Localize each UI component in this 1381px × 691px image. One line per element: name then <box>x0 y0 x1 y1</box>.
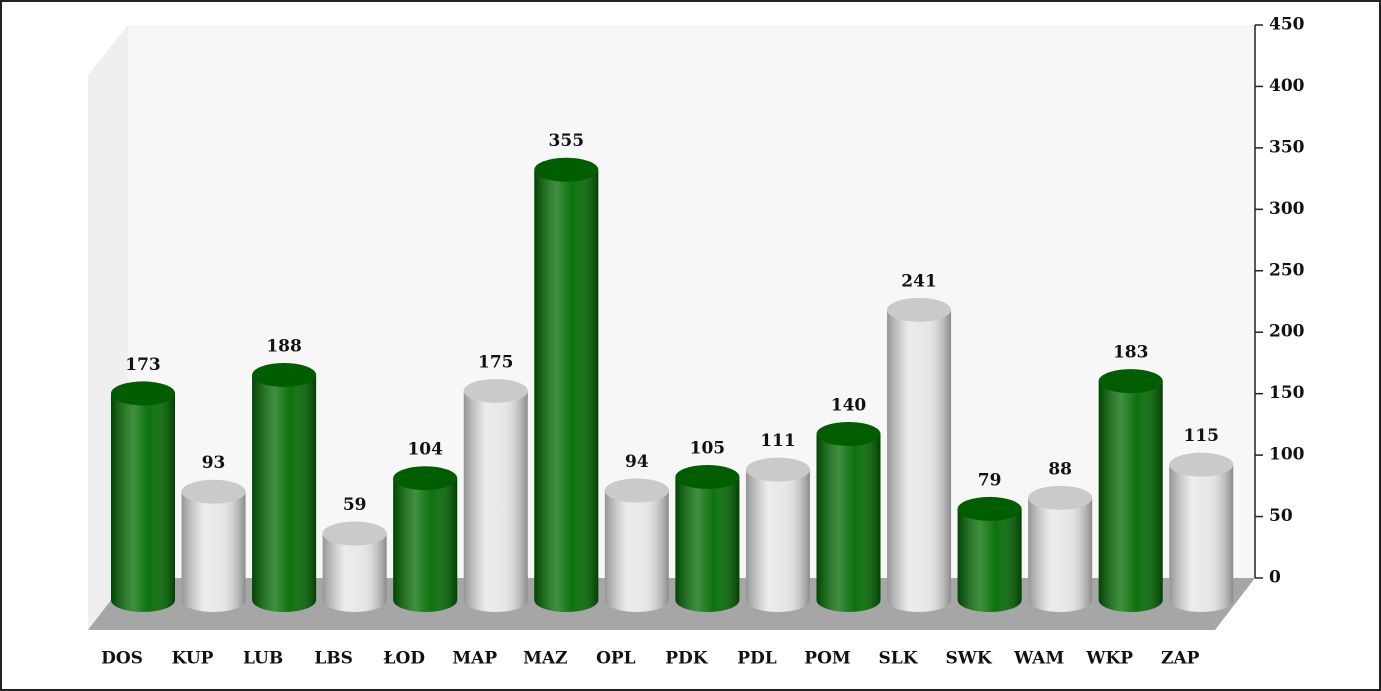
bar-top-shade <box>181 479 246 504</box>
value-label: 140 <box>831 395 867 415</box>
value-label: 94 <box>625 452 649 472</box>
bar-shading <box>816 433 881 612</box>
bar-top-shade <box>1028 485 1093 510</box>
y-tick-label: 300 <box>1269 199 1305 219</box>
bar-top-shade <box>887 297 952 322</box>
bar-top <box>675 464 740 489</box>
bar-top <box>393 466 458 491</box>
value-label: 79 <box>978 470 1002 490</box>
x-tick-label: KUP <box>172 649 214 669</box>
value-label: 104 <box>407 440 443 460</box>
value-label: 355 <box>549 131 585 151</box>
value-label: 188 <box>266 336 302 356</box>
x-tick-label: LBS <box>314 649 353 669</box>
value-label: 93 <box>202 453 226 473</box>
bar-shading <box>675 476 740 612</box>
bar-shading <box>1028 497 1093 612</box>
value-label: 88 <box>1048 459 1072 479</box>
y-tick-label: 200 <box>1269 322 1305 342</box>
x-tick-label: WKP <box>1085 649 1133 669</box>
bar-shading <box>463 390 528 612</box>
bar-top-shade <box>252 362 317 387</box>
x-tick-label: SWK <box>946 649 993 669</box>
bar-top <box>252 362 317 387</box>
value-label: 59 <box>343 495 367 515</box>
value-label: 175 <box>478 352 514 372</box>
bar-top <box>887 297 952 322</box>
x-tick-label: ZAP <box>1161 649 1200 669</box>
x-tick-label: SLK <box>879 649 919 669</box>
bar-top <box>1098 369 1163 394</box>
bar-shading <box>534 169 599 612</box>
bar-shading <box>1169 464 1234 612</box>
bar-shading <box>322 533 387 612</box>
x-tick-label: PDK <box>665 649 709 669</box>
bar-top <box>745 457 810 482</box>
bar-top <box>604 478 669 503</box>
bar-shading <box>887 309 952 612</box>
y-tick-label: 50 <box>1269 506 1293 526</box>
bar-top <box>1028 485 1093 510</box>
x-tick-label: OPL <box>596 649 636 669</box>
x-tick-label: DOS <box>101 649 143 669</box>
bar-shading <box>111 393 175 612</box>
x-tick-label: PDL <box>737 649 777 669</box>
bar-shading <box>745 469 810 612</box>
x-tick-label: MAP <box>452 649 497 669</box>
bar-shading <box>181 491 246 612</box>
bar-top-shade <box>322 521 387 546</box>
y-tick-label: 150 <box>1269 383 1305 403</box>
value-label: 105 <box>690 438 726 458</box>
bar-shading <box>252 374 317 612</box>
bar-top-shade <box>111 381 175 406</box>
bar-top-shade <box>463 378 528 403</box>
y-tick-label: 400 <box>1269 76 1305 96</box>
bar-top-shade <box>816 421 881 446</box>
x-tick-label: LUB <box>243 649 283 669</box>
y-tick-label: 250 <box>1269 260 1305 280</box>
value-label: 173 <box>125 355 161 375</box>
bar-top-shade <box>534 157 599 182</box>
x-tick-label: ŁOD <box>383 649 425 669</box>
bar-top <box>111 381 175 406</box>
x-tick-label: MAZ <box>523 649 567 669</box>
bar-top <box>181 479 246 504</box>
bar-shading <box>393 478 458 612</box>
bar-top-shade <box>745 457 810 482</box>
value-label: 183 <box>1113 343 1149 363</box>
y-tick-label: 0 <box>1269 568 1281 588</box>
y-tick-label: 450 <box>1269 15 1305 35</box>
x-tick-label: WAM <box>1013 649 1064 669</box>
bar-top-shade <box>393 466 458 491</box>
x-tick-label: POM <box>804 649 851 669</box>
bar-top-shade <box>957 496 1022 521</box>
y-tick-label: 350 <box>1269 137 1305 157</box>
value-label: 241 <box>901 271 937 291</box>
bar-top <box>463 378 528 403</box>
value-label: 115 <box>1184 426 1220 446</box>
bar-top-shade <box>1169 452 1234 477</box>
bar-top <box>534 157 599 182</box>
bar-shading <box>1098 381 1163 612</box>
bar-top <box>322 521 387 546</box>
bar-top-shade <box>604 478 669 503</box>
bar-top <box>1169 452 1234 477</box>
bar-top <box>816 421 881 446</box>
bar-shading <box>604 490 669 612</box>
bar-top <box>957 496 1022 521</box>
bar-shading <box>957 508 1022 612</box>
bar-top-shade <box>1098 369 1163 394</box>
value-label: 111 <box>760 431 796 451</box>
bar-top-shade <box>675 464 740 489</box>
y-tick-label: 100 <box>1269 445 1305 465</box>
